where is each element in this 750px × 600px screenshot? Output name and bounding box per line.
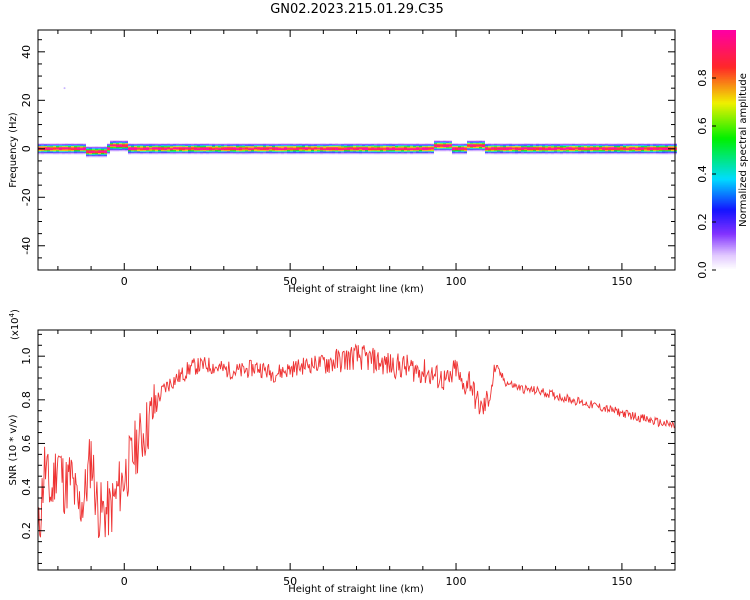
x-tick-label: 150 — [611, 275, 632, 288]
y-tick-label: 0 — [20, 145, 33, 152]
colorbar-tick-label: 0.8 — [696, 69, 709, 87]
colorbar-tick-label: 0.0 — [696, 261, 709, 279]
colorbar-tick-label: 0.4 — [696, 165, 709, 183]
x-tick-label: 150 — [611, 575, 632, 588]
y-tick-label: 0.8 — [20, 391, 33, 409]
x-axis-label: Height of straight line (km) — [288, 584, 424, 595]
x-tick-label: 50 — [283, 275, 297, 288]
figure-title: GN02.2023.215.01.29.C35 — [270, 2, 444, 17]
x-tick-label: 0 — [121, 575, 128, 588]
snr-panel: 0 50 100 150 0.2 0.4 0.6 0.8 1.0 Height of straig… — [8, 309, 676, 595]
x-tick-label: 100 — [446, 575, 467, 588]
y-tick-label: 40 — [20, 45, 33, 59]
spectrogram-panel: 0 50 100 150 -40 -20 0 20 40 Height of straight l… — [8, 29, 677, 295]
colorbar-tick-label: 0.6 — [696, 117, 709, 135]
x-tick-label: 100 — [446, 275, 467, 288]
spectrogram-speck — [63, 87, 66, 90]
y-tick-label: 0.2 — [20, 522, 33, 540]
x-axis-label: Height of straight line (km) — [288, 284, 424, 295]
y-tick-label: -20 — [20, 188, 33, 206]
y-tick-label: 20 — [20, 93, 33, 107]
snr-series-line — [37, 343, 676, 538]
plot-frame — [37, 329, 676, 571]
spectrogram-cells — [38, 87, 677, 158]
y-tick-label: 1.0 — [20, 347, 33, 365]
y-tick-label: -40 — [20, 237, 33, 255]
colorbar-label: Normalized spectral amplitude — [738, 73, 749, 227]
y-axis-label: Frequency (Hz) — [8, 112, 19, 188]
y-axis-label: SNR (10 * v/v) — [8, 414, 19, 485]
y-tick-label: 0.6 — [20, 435, 33, 453]
colorbar-tick-label: 0.2 — [696, 213, 709, 231]
colorbar: 0.0 0.2 0.4 0.6 0.8 Normalized spectral ampli… — [696, 30, 749, 279]
colorbar-gradient — [712, 30, 736, 271]
x-tick-label: 0 — [121, 275, 128, 288]
y-tick-label: 0.4 — [20, 478, 33, 496]
x-tick-label: 50 — [283, 575, 297, 588]
y-exponent-label: (x104) — [8, 309, 21, 340]
